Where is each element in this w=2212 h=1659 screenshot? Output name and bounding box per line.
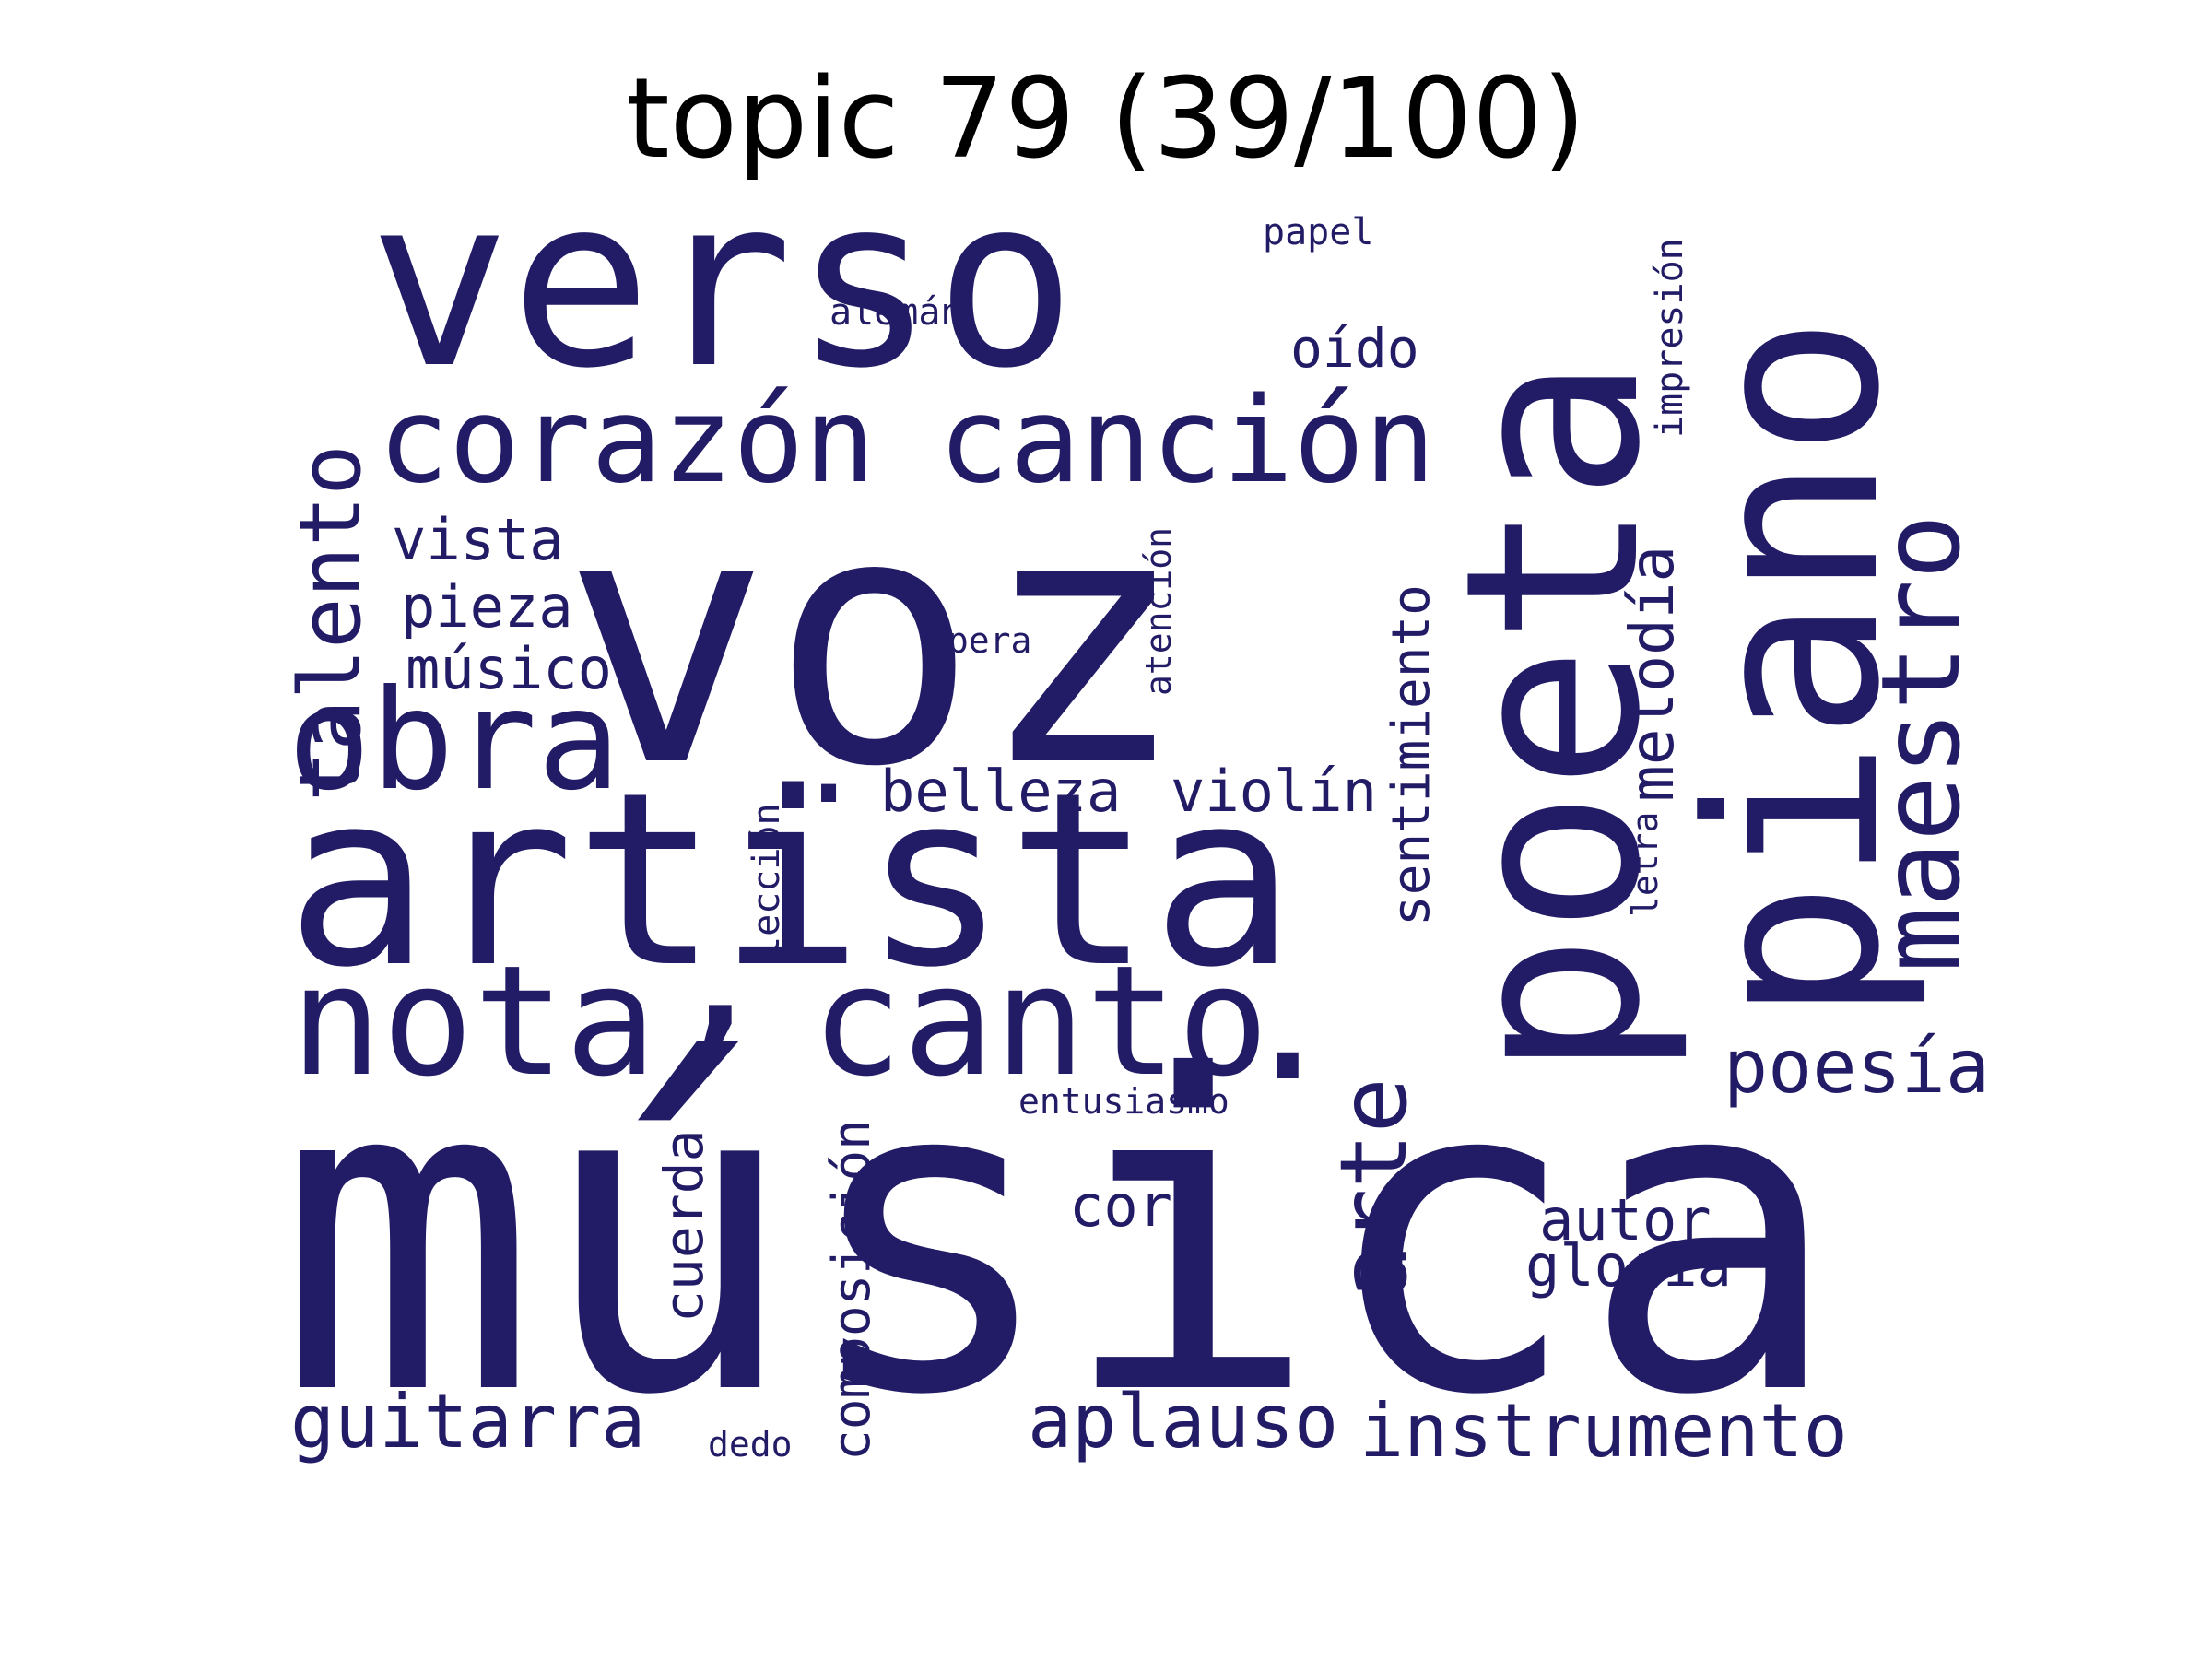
word-musico: músico [406, 635, 612, 702]
word-piano: piano [1658, 315, 1932, 1023]
word-entusiasmo: entusiasmo [1018, 1081, 1230, 1122]
word-melodia: melodía [1617, 546, 1688, 802]
word-verso: verso [369, 147, 1077, 420]
word-oido: oído [1290, 317, 1419, 380]
word-corazon: corazón [378, 372, 875, 510]
word-belleza: belleza [880, 758, 1121, 825]
word-aleman: alemán [830, 291, 963, 334]
word-poesia: poesía [1724, 1024, 1990, 1110]
word-voz: voz [562, 441, 1186, 842]
word-coro: coro [1069, 1172, 1206, 1240]
word-nota: nota [290, 933, 656, 1110]
word-composicion: composición [822, 1119, 882, 1461]
word-papel: papel [1263, 211, 1373, 253]
word-guitarra: guitarra [290, 1379, 645, 1465]
word-dedo: dedo [708, 1424, 793, 1465]
word-artista: artista [286, 742, 1296, 1020]
word-sentimiento: sentimiento [1382, 584, 1441, 926]
word-obra: obra [288, 661, 620, 821]
word-comma: , [664, 862, 774, 1077]
word-gloria: gloria [1525, 1232, 1732, 1300]
word-atencion: atención [1138, 527, 1179, 696]
word-instrumento: instrumento [1359, 1388, 1848, 1474]
word-period-1: . [793, 690, 865, 830]
word-opera: ópera [926, 620, 1031, 661]
word-autor: autor [1539, 1186, 1712, 1253]
word-impresion: impresión [1649, 238, 1691, 438]
word-cuerda: cuerda [653, 1129, 715, 1323]
word-leccion: lección [746, 803, 788, 959]
word-musica: música [276, 985, 1841, 1489]
word-maestro: maestro [1857, 514, 1984, 972]
word-cancion: canción [938, 372, 1435, 510]
word-period-2: . [1235, 916, 1340, 1120]
word-vista: vista [392, 506, 564, 573]
word-talento: talento [281, 444, 380, 802]
word-poeta: poeta [1415, 357, 1693, 1078]
word-arte: arte [1320, 1077, 1428, 1300]
word-letra: letra [1625, 812, 1665, 917]
word-violin: violín [1171, 758, 1377, 825]
word-aplauso: aplauso [1028, 1379, 1338, 1465]
word-pieza: pieza [401, 573, 573, 641]
word-canto: canto [811, 933, 1269, 1110]
figure-title: topic 79 (39/100) [626, 55, 1586, 183]
